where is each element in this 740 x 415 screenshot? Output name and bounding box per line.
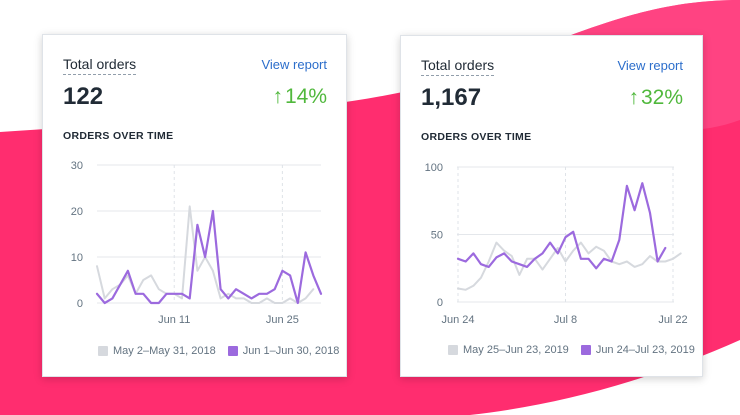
y-tick-label: 0 bbox=[437, 297, 443, 309]
y-tick-label: 50 bbox=[431, 230, 443, 242]
arrow-up-icon: ↑ bbox=[628, 86, 639, 109]
legend-label: Jun 1–Jun 30, 2018 bbox=[242, 345, 340, 357]
chart-subtitle: ORDERS OVER TIME bbox=[421, 131, 532, 143]
chart-legend: May 25–Jun 23, 2019 Jun 24–Jul 23, 2019 bbox=[448, 344, 695, 356]
legend-swatch bbox=[227, 346, 238, 356]
arrow-up-icon: ↑ bbox=[272, 85, 283, 108]
legend-item[interactable]: Jun 1–Jun 30, 2018 bbox=[227, 345, 340, 357]
change-value: 14% bbox=[284, 85, 327, 108]
total-orders-value: 122 bbox=[63, 83, 104, 110]
orders-chart: 0 10 20 30 Jun 11 Jun 25 bbox=[71, 160, 323, 326]
card-title[interactable]: Total orders bbox=[63, 56, 137, 75]
current-period-line bbox=[456, 182, 667, 270]
legend-label: Jun 24–Jul 23, 2019 bbox=[595, 344, 695, 356]
legend-item[interactable]: May 25–Jun 23, 2019 bbox=[448, 344, 569, 356]
x-tick-label: Jul 8 bbox=[554, 314, 577, 326]
total-orders-value: 1,167 bbox=[421, 84, 482, 111]
chart-subtitle: ORDERS OVER TIME bbox=[63, 130, 174, 142]
card-title[interactable]: Total orders bbox=[421, 57, 495, 76]
orders-card-2018: Total orders View report 122 ↑14% ORDERS… bbox=[42, 34, 347, 377]
orders-chart: 0 50 100 Jun 24 Jul 8 Jul 22 bbox=[425, 162, 688, 326]
x-tick-label: Jul 22 bbox=[658, 314, 687, 326]
y-tick-label: 30 bbox=[71, 160, 83, 172]
legend-swatch bbox=[448, 345, 458, 355]
legend-swatch bbox=[98, 346, 108, 356]
change-percent: ↑32% bbox=[628, 84, 683, 112]
legend-item[interactable]: May 2–May 31, 2018 bbox=[98, 345, 216, 357]
legend-swatch bbox=[580, 345, 591, 355]
x-tick-label: Jun 11 bbox=[158, 314, 190, 326]
y-tick-label: 0 bbox=[77, 298, 83, 310]
y-tick-label: 10 bbox=[71, 252, 83, 264]
y-tick-label: 20 bbox=[71, 206, 83, 218]
view-report-link[interactable]: View report bbox=[617, 58, 683, 73]
legend-label: May 25–Jun 23, 2019 bbox=[463, 344, 569, 356]
y-tick-label: 100 bbox=[425, 162, 443, 174]
x-tick-label: Jun 24 bbox=[441, 314, 474, 326]
chart-legend: May 2–May 31, 2018 Jun 1–Jun 30, 2018 bbox=[98, 345, 339, 357]
previous-period-line bbox=[457, 241, 682, 291]
view-report-link[interactable]: View report bbox=[261, 57, 327, 72]
legend-item[interactable]: Jun 24–Jul 23, 2019 bbox=[580, 344, 695, 356]
current-period-line bbox=[95, 209, 323, 305]
orders-card-2019: Total orders View report 1,167 ↑32% ORDE… bbox=[400, 35, 703, 377]
change-value: 32% bbox=[640, 86, 683, 109]
change-percent: ↑14% bbox=[272, 83, 327, 111]
legend-label: May 2–May 31, 2018 bbox=[113, 345, 216, 357]
x-tick-label: Jun 25 bbox=[266, 314, 299, 326]
